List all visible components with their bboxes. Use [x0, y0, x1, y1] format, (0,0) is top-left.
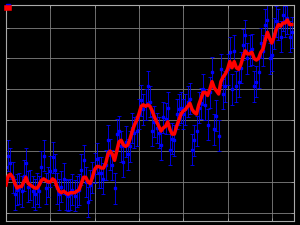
Legend: , : ,	[7, 5, 10, 9]
